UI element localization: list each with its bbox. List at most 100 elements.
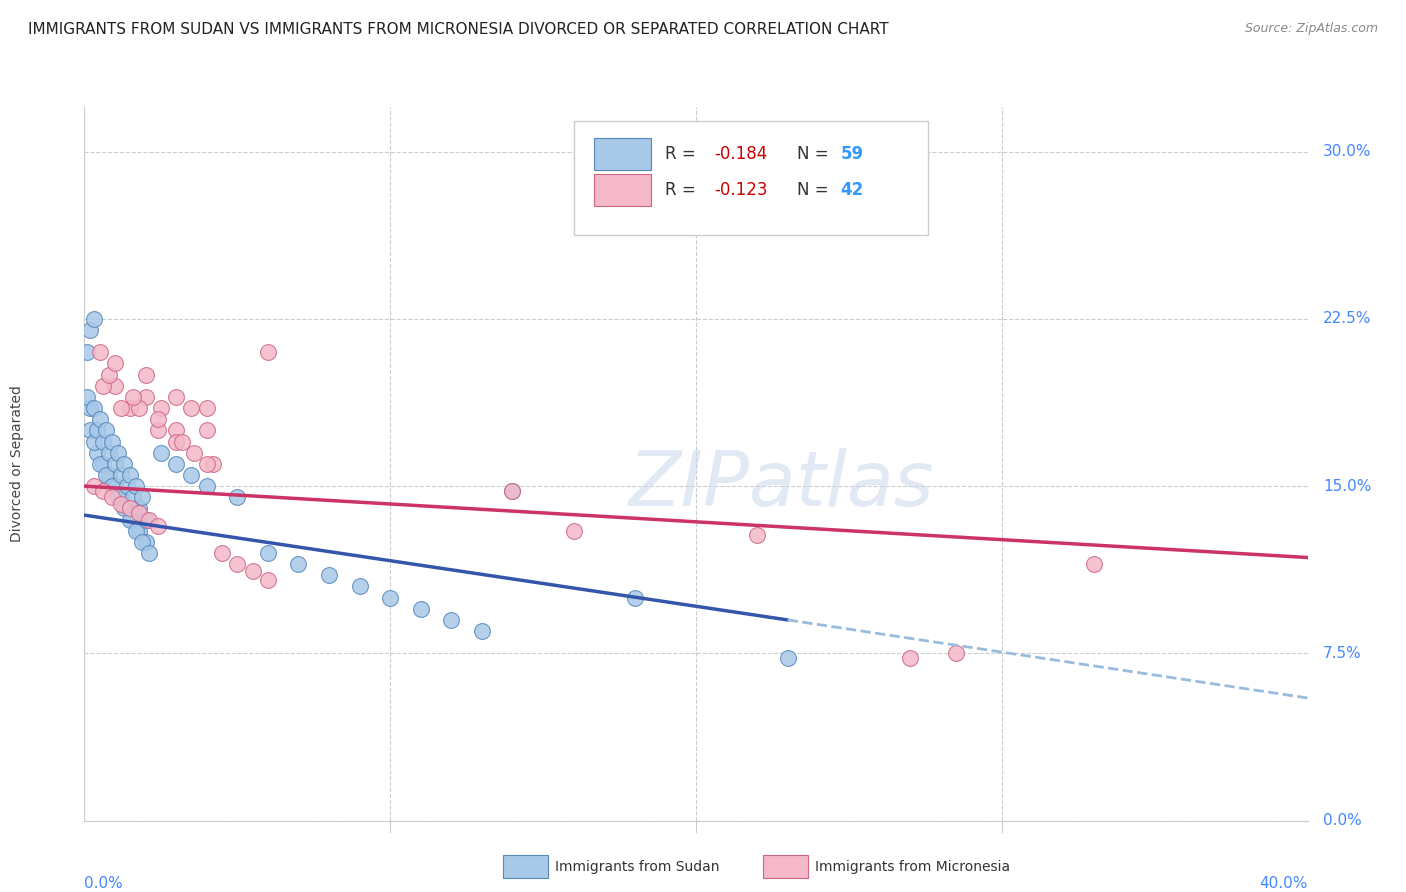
Point (226, 557, 249, 572)
Point (89, 345, 111, 359)
Point (146, 424, 169, 438)
Text: -0.123: -0.123 (714, 181, 768, 199)
Point (138, 512, 160, 526)
Point (110, 401, 132, 416)
Point (83, 312, 105, 326)
Point (135, 512, 157, 526)
Point (76, 345, 98, 359)
Point (165, 457, 187, 471)
Point (122, 512, 145, 526)
Text: 7.5%: 7.5% (1323, 646, 1361, 661)
Point (226, 491, 249, 505)
Point (172, 434, 194, 449)
Text: N =: N = (797, 181, 834, 199)
Point (104, 457, 127, 471)
Point (242, 564, 264, 578)
Point (409, 602, 432, 616)
Point (89, 412, 111, 426)
Point (79, 424, 101, 438)
Point (349, 580, 371, 594)
Point (747, 528, 769, 542)
Text: 40.0%: 40.0% (1260, 876, 1308, 891)
Text: 0.0%: 0.0% (84, 876, 124, 891)
Text: Immigrants from Sudan: Immigrants from Sudan (555, 860, 720, 874)
FancyBboxPatch shape (574, 121, 928, 235)
Point (201, 457, 224, 471)
Point (122, 390, 145, 404)
Text: 15.0%: 15.0% (1323, 479, 1371, 493)
Point (165, 390, 187, 404)
Text: Source: ZipAtlas.com: Source: ZipAtlas.com (1244, 22, 1378, 36)
Point (195, 401, 218, 416)
Text: 59: 59 (841, 145, 863, 163)
Point (287, 557, 309, 572)
Point (257, 345, 280, 359)
Point (83, 479, 105, 493)
Point (128, 524, 150, 538)
Point (107, 491, 129, 505)
Point (125, 479, 148, 493)
Point (502, 483, 524, 498)
Text: Immigrants from Micronesia: Immigrants from Micronesia (815, 860, 1011, 874)
Point (471, 624, 494, 639)
Point (79, 323, 101, 337)
Point (79, 401, 101, 416)
Point (165, 434, 187, 449)
Text: 42: 42 (841, 181, 863, 199)
Text: N =: N = (797, 145, 834, 163)
Point (120, 467, 142, 482)
Point (101, 491, 124, 505)
Point (165, 424, 187, 438)
Point (97, 368, 120, 382)
Point (94, 467, 117, 482)
Point (104, 378, 127, 392)
Text: 30.0%: 30.0% (1323, 145, 1371, 159)
FancyBboxPatch shape (595, 138, 651, 169)
Point (135, 390, 157, 404)
Point (76, 390, 98, 404)
Point (101, 434, 124, 449)
Text: Divorced or Separated: Divorced or Separated (10, 385, 24, 542)
Point (115, 479, 138, 493)
Point (440, 613, 463, 627)
Point (110, 491, 132, 505)
Point (86, 445, 108, 460)
Point (211, 546, 233, 560)
Text: ZIPatlas: ZIPatlas (628, 449, 934, 522)
Point (107, 445, 129, 460)
Point (138, 546, 160, 560)
Point (195, 424, 218, 438)
Point (112, 501, 135, 516)
Point (149, 401, 172, 416)
Text: R =: R = (665, 181, 702, 199)
Point (120, 501, 142, 516)
Point (624, 591, 647, 605)
Point (91, 378, 114, 392)
Point (180, 467, 202, 482)
Point (183, 445, 205, 460)
Point (146, 519, 169, 533)
Point (945, 646, 967, 660)
Point (195, 457, 218, 471)
Point (94, 424, 117, 438)
Point (257, 573, 280, 587)
Point (128, 506, 150, 520)
Point (89, 457, 111, 471)
Point (1083, 557, 1105, 572)
FancyBboxPatch shape (595, 174, 651, 205)
Point (135, 368, 157, 382)
Point (380, 591, 402, 605)
Point (135, 534, 157, 549)
Point (97, 467, 120, 482)
Point (128, 501, 150, 516)
Point (898, 651, 921, 665)
Point (115, 501, 138, 516)
Point (112, 457, 135, 471)
Point (120, 401, 142, 416)
Text: 0.0%: 0.0% (1323, 814, 1361, 828)
Point (318, 568, 340, 582)
Point (122, 491, 145, 505)
Point (149, 445, 172, 460)
Text: 22.5%: 22.5% (1323, 311, 1371, 326)
Point (104, 356, 127, 371)
